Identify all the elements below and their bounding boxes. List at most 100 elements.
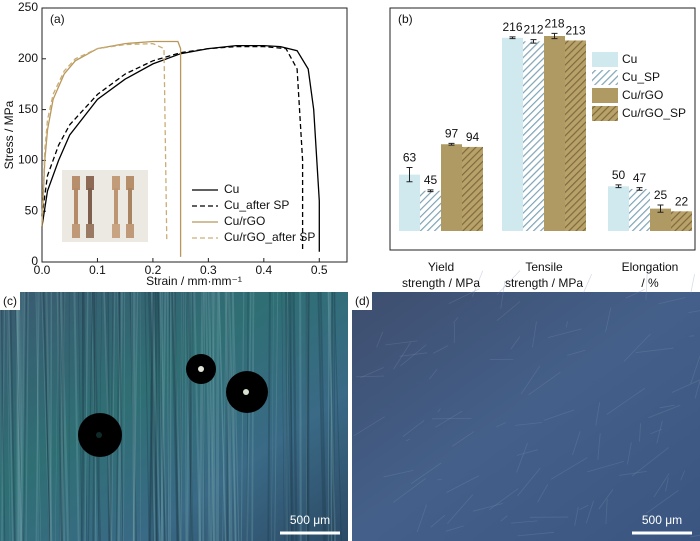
streak (45, 291, 53, 541)
streak (383, 469, 414, 478)
streak (18, 291, 23, 541)
streak (598, 489, 614, 510)
streak (0, 291, 6, 541)
value-label: 63 (403, 151, 417, 165)
streak (171, 291, 179, 541)
streak (356, 375, 384, 378)
streak (41, 291, 50, 541)
streak (78, 291, 83, 541)
streak (453, 317, 459, 324)
legend-label: Cu (622, 52, 637, 66)
streak (680, 470, 685, 481)
streak (532, 321, 537, 348)
streak (515, 422, 543, 426)
panel-label: (d) (355, 294, 370, 308)
streak (210, 291, 215, 541)
streak (189, 291, 194, 541)
streak (15, 291, 22, 541)
streak (547, 328, 582, 338)
panel-label: (a) (50, 12, 65, 26)
micrograph-c (0, 292, 348, 541)
streak (289, 291, 293, 541)
value-label: 47 (633, 171, 647, 185)
streak (319, 291, 327, 541)
streak (1, 291, 6, 541)
streak (517, 467, 541, 497)
streak (132, 291, 139, 541)
legend-swatch (592, 88, 618, 103)
streak (333, 291, 342, 541)
streak (57, 291, 63, 541)
streak (139, 291, 142, 541)
streak (198, 291, 204, 541)
streak (227, 291, 233, 541)
streak (428, 368, 438, 380)
streak (148, 291, 155, 541)
streak (402, 419, 425, 438)
streak (226, 291, 230, 541)
streak (659, 404, 675, 409)
streak (20, 291, 26, 541)
streak (207, 291, 215, 541)
streak (202, 291, 206, 541)
error-bar (657, 204, 664, 213)
value-label: 50 (612, 168, 626, 182)
bar (523, 41, 544, 231)
streak (151, 291, 161, 541)
x-tick-label: Yield (428, 260, 454, 274)
value-label: 22 (675, 194, 689, 208)
bar (671, 211, 692, 231)
legend-swatch (592, 52, 618, 67)
streak (400, 344, 427, 367)
streak (172, 291, 182, 541)
streak (317, 291, 325, 541)
streak (205, 291, 212, 541)
streak (653, 473, 670, 498)
streak (430, 514, 446, 528)
streak (583, 273, 593, 293)
streak (35, 291, 40, 541)
x-tick-label: Tensile (525, 260, 563, 274)
streak (292, 291, 298, 541)
streak (110, 291, 116, 541)
streak (232, 291, 240, 541)
value-label: 213 (565, 24, 585, 38)
streak (157, 291, 162, 541)
y-axis-label: Stress / MPa (2, 100, 16, 169)
streak (511, 520, 538, 524)
y-tick-label: 150 (18, 102, 38, 116)
streak (186, 291, 191, 541)
scale-bar-label: 500 μm (642, 513, 682, 527)
streak (166, 291, 170, 541)
error-bar (530, 39, 537, 44)
streak (619, 470, 647, 476)
streak (25, 291, 29, 541)
streak (148, 291, 154, 541)
legend-label: Cu_SP (622, 70, 660, 84)
streak (159, 291, 163, 541)
streak (473, 502, 504, 512)
streak (251, 291, 255, 541)
line-series (41, 40, 182, 257)
streak (500, 515, 508, 522)
streak (218, 291, 226, 541)
streak (228, 291, 237, 541)
error-bar (636, 187, 643, 191)
streak (516, 442, 528, 473)
streak (305, 291, 309, 541)
bar (420, 190, 441, 231)
bar (399, 174, 420, 231)
streak (81, 291, 85, 541)
streak (286, 291, 293, 541)
value-label: 45 (424, 173, 438, 187)
streak (173, 291, 179, 541)
streak (299, 291, 302, 541)
value-label: 218 (544, 16, 564, 30)
error-bar (509, 36, 516, 40)
streak (496, 301, 521, 321)
streak (118, 291, 124, 541)
streak (271, 291, 274, 541)
x-tick-label: 0.3 (200, 263, 217, 277)
streak (23, 291, 28, 541)
